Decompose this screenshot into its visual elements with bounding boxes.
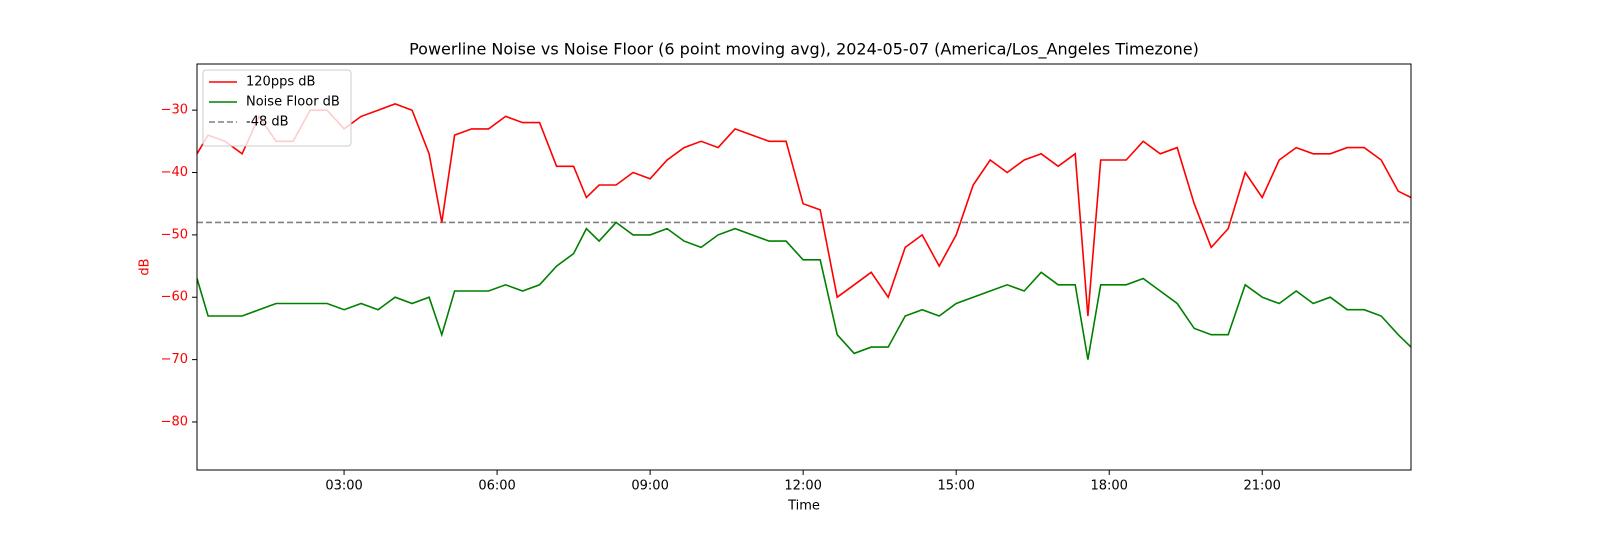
x-tick-label: 12:00 [784, 479, 821, 494]
series-line [196, 221, 1412, 360]
x-tick-label: 15:00 [937, 479, 974, 494]
legend-box [202, 69, 352, 147]
plot-frame [196, 63, 1412, 471]
x-tick-label: 18:00 [1090, 479, 1127, 494]
y-tick-label: −30 [161, 103, 188, 118]
x-tick-label: 21:00 [1243, 479, 1280, 494]
x-axis-label: Time [787, 499, 820, 514]
legend-label: -48 dB [246, 115, 289, 130]
x-tick-label: 06:00 [478, 479, 515, 494]
y-tick-label: −70 [161, 352, 188, 367]
legend-label: 120pps dB [246, 75, 315, 90]
x-tick-label: 03:00 [325, 479, 362, 494]
y-tick-label: −50 [161, 227, 188, 242]
y-tick-label: −60 [161, 290, 188, 305]
chart-title: Powerline Noise vs Noise Floor (6 point … [409, 40, 1199, 60]
y-axis-label: dB [138, 258, 153, 275]
y-tick-label: −40 [161, 165, 188, 180]
legend-label: Noise Floor dB [246, 95, 340, 110]
x-tick-label: 09:00 [631, 479, 668, 494]
y-tick-label: −80 [161, 414, 188, 429]
series-line [196, 103, 1412, 317]
